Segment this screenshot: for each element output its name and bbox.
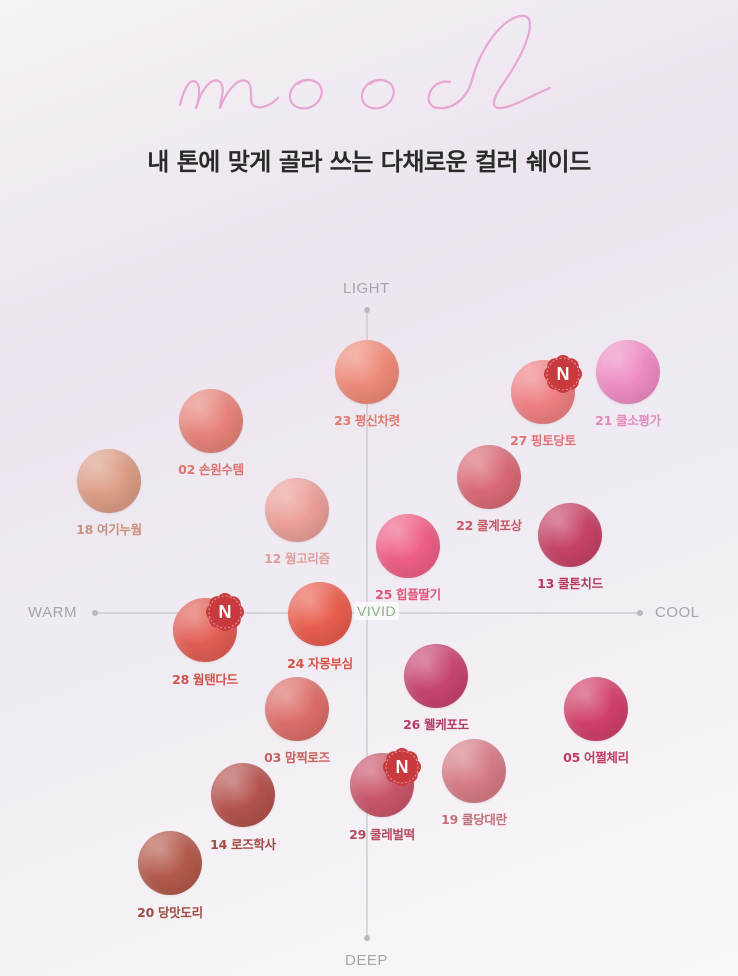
shade-swatch[interactable] [211, 763, 275, 827]
shade-swatch[interactable] [288, 582, 352, 646]
shade-swatch[interactable] [457, 445, 521, 509]
shade-swatch[interactable] [179, 389, 243, 453]
page-subtitle: 내 톤에 맞게 골라 쓰는 다채로운 컬러 쉐이드 [147, 148, 591, 176]
shade-swatch[interactable] [138, 831, 202, 895]
shade-label: 24 자몽부심 [287, 656, 353, 671]
shade-swatch[interactable] [442, 739, 506, 803]
shade-swatch[interactable] [564, 677, 628, 741]
axis-label-warm: WARM [28, 604, 77, 621]
shade-swatch[interactable] [265, 478, 329, 542]
shade-swatch[interactable] [404, 644, 468, 708]
shade-swatch[interactable] [265, 677, 329, 741]
shade-label: 20 당맛도리 [137, 905, 203, 920]
shade-label: 22 쿨계포상 [456, 518, 522, 533]
new-badge-text: N [395, 757, 409, 777]
axis-label-vivid: VIVID [354, 602, 400, 620]
shade-label: 02 손원수템 [178, 462, 244, 477]
shade-swatch[interactable] [376, 514, 440, 578]
axis-dot-bottom [364, 935, 370, 941]
shade-label: 29 쿨레벌떡 [349, 827, 415, 842]
shade-swatch[interactable] [538, 503, 602, 567]
shade-label: 25 힙플딸기 [375, 587, 441, 602]
shade-label: 03 맘찍로즈 [264, 750, 330, 765]
new-badge-icon: N [204, 591, 246, 633]
axis-label-deep: DEEP [345, 952, 388, 969]
axis-dot-left [92, 610, 98, 616]
shade-label: 14 로즈학사 [210, 837, 276, 852]
shade-label: 28 웜탠다드 [172, 672, 238, 687]
axis-label-cool: COOL [655, 604, 700, 621]
shade-label: 13 쿨톤치드 [537, 576, 603, 591]
shade-swatch[interactable] [335, 340, 399, 404]
shade-swatch[interactable] [77, 449, 141, 513]
axis-dot-top [364, 307, 370, 313]
shade-label: 26 웰케포도 [403, 717, 469, 732]
shade-label: 18 여기누웜 [76, 522, 142, 537]
new-badge-icon: N [381, 746, 423, 788]
axis-dot-right [637, 610, 643, 616]
shade-label: 23 평신차렷 [334, 413, 400, 428]
axis-label-light: LIGHT [343, 280, 390, 297]
mood-logo: mood [178, 14, 552, 110]
shade-swatch[interactable] [596, 340, 660, 404]
shade-label: 05 어쩔체리 [563, 750, 629, 765]
shade-label: 19 쿨당대란 [441, 812, 507, 827]
shade-label: 27 핑토당토 [510, 433, 576, 448]
new-badge-icon: N [542, 353, 584, 395]
new-badge-text: N [218, 602, 232, 622]
header: mood 내 톤에 맞게 골라 쓰는 다채로운 컬러 쉐이드 [0, 0, 738, 200]
new-badge-text: N [556, 364, 570, 384]
shade-label: 21 쿨소평가 [595, 413, 661, 428]
shade-label: 12 웜고리즘 [264, 551, 330, 566]
